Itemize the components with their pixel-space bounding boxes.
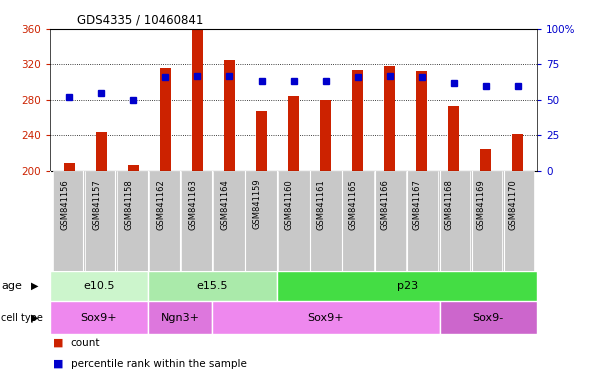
Text: e15.5: e15.5	[196, 281, 228, 291]
Bar	[192, 29, 203, 171]
Bar	[373, 171, 405, 271]
Bar	[502, 171, 534, 271]
Bar	[288, 96, 299, 171]
Bar	[128, 165, 139, 171]
Bar	[384, 66, 395, 171]
Bar	[50, 271, 148, 301]
Bar	[352, 70, 363, 171]
Bar	[277, 171, 310, 271]
Text: GSM841158: GSM841158	[124, 179, 133, 230]
Bar	[96, 132, 107, 171]
Bar	[470, 171, 502, 271]
Text: cell type: cell type	[1, 313, 43, 323]
Bar	[50, 301, 148, 334]
Bar	[277, 271, 537, 301]
Bar	[214, 171, 245, 271]
Bar	[182, 171, 214, 271]
Text: ■: ■	[53, 359, 64, 369]
Text: GSM841167: GSM841167	[412, 179, 422, 230]
Text: GSM841166: GSM841166	[381, 179, 389, 230]
Bar	[310, 171, 342, 271]
Bar	[480, 149, 491, 171]
Text: Sox9-: Sox9-	[473, 313, 504, 323]
Bar	[448, 106, 459, 171]
Text: GSM841157: GSM841157	[93, 179, 101, 230]
Text: GSM841168: GSM841168	[445, 179, 454, 230]
Text: ▶: ▶	[31, 281, 38, 291]
Bar	[512, 134, 523, 171]
Text: GSM841159: GSM841159	[253, 179, 261, 230]
Bar	[64, 163, 75, 171]
Bar	[416, 71, 427, 171]
Bar	[212, 301, 440, 334]
Bar	[440, 301, 537, 334]
Bar	[320, 100, 331, 171]
Bar	[149, 171, 182, 271]
Bar	[117, 171, 149, 271]
Text: GSM841163: GSM841163	[188, 179, 198, 230]
Text: percentile rank within the sample: percentile rank within the sample	[71, 359, 247, 369]
Bar	[160, 68, 171, 171]
Bar	[342, 171, 373, 271]
Text: GSM841165: GSM841165	[349, 179, 358, 230]
Text: Ngn3+: Ngn3+	[160, 313, 199, 323]
Text: p23: p23	[396, 281, 418, 291]
Text: age: age	[1, 281, 22, 291]
Bar	[438, 171, 470, 271]
Bar	[245, 171, 277, 271]
Text: GSM841161: GSM841161	[317, 179, 326, 230]
Bar	[405, 171, 438, 271]
Text: Sox9+: Sox9+	[307, 313, 345, 323]
Text: GSM841162: GSM841162	[156, 179, 165, 230]
Bar	[256, 111, 267, 171]
Text: GSM841164: GSM841164	[221, 179, 230, 230]
Text: ▶: ▶	[31, 313, 38, 323]
Bar	[148, 301, 212, 334]
Text: e10.5: e10.5	[83, 281, 114, 291]
Text: ■: ■	[53, 338, 64, 348]
Text: GSM841160: GSM841160	[284, 179, 293, 230]
Text: GSM841169: GSM841169	[477, 179, 486, 230]
Bar	[148, 271, 277, 301]
Text: count: count	[71, 338, 100, 348]
Bar	[86, 171, 117, 271]
Bar	[224, 60, 235, 171]
Text: GSM841170: GSM841170	[509, 179, 517, 230]
Text: GDS4335 / 10460841: GDS4335 / 10460841	[77, 13, 203, 26]
Bar	[53, 171, 86, 271]
Text: GSM841156: GSM841156	[60, 179, 70, 230]
Text: Sox9+: Sox9+	[80, 313, 117, 323]
